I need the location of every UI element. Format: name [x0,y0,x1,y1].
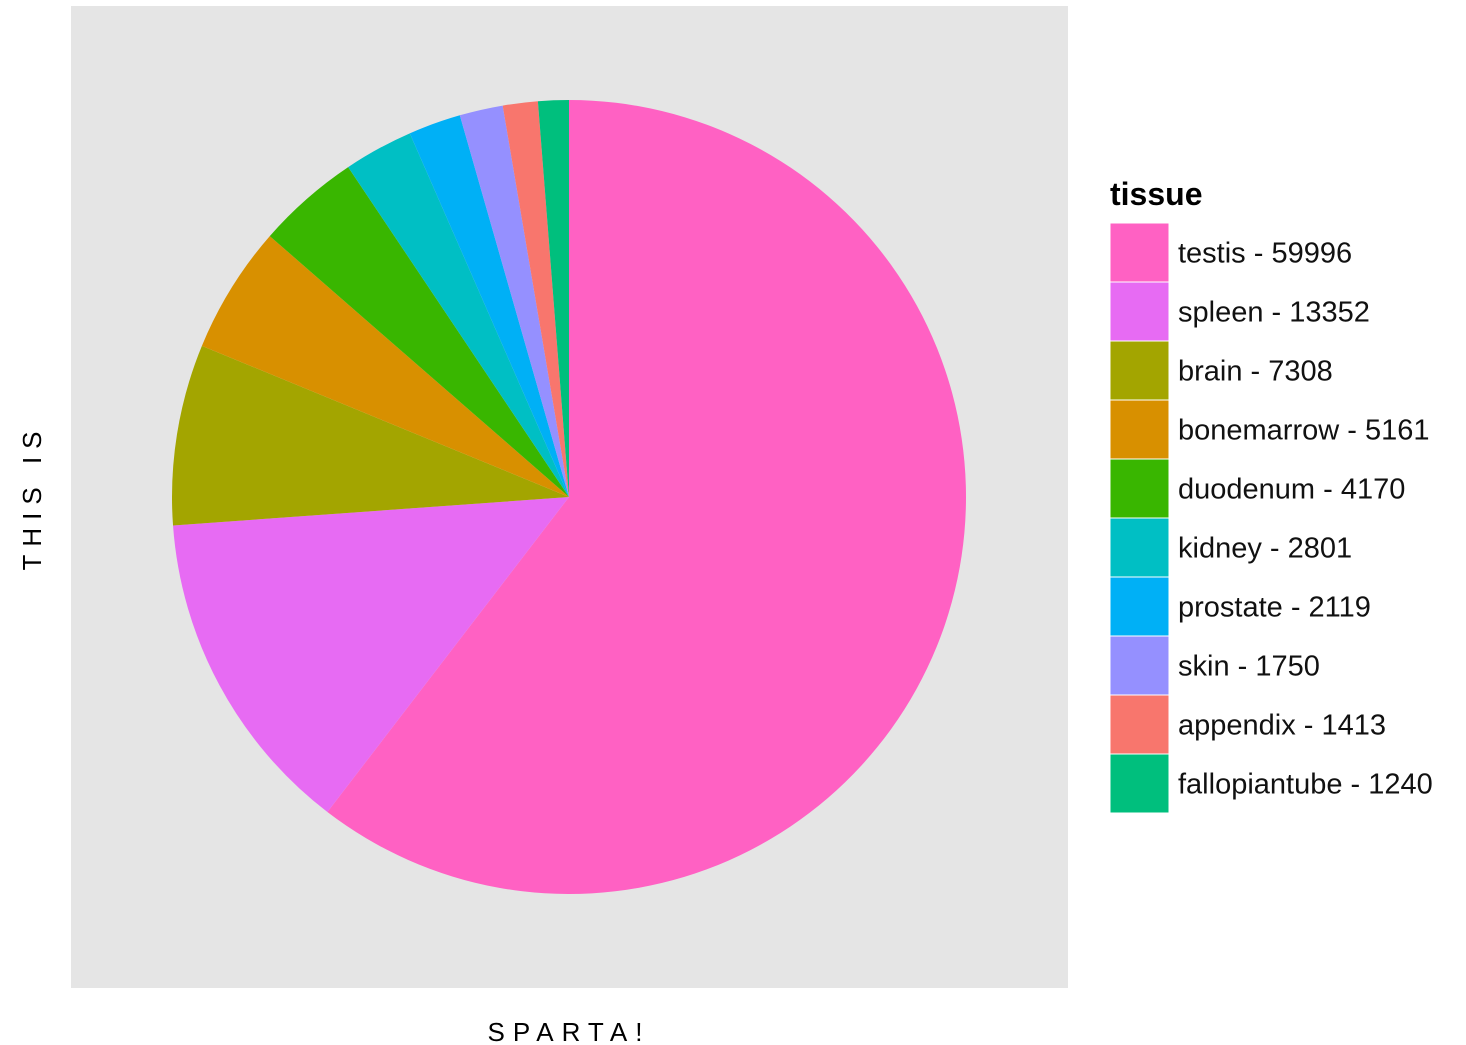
legend-key-brain [1109,340,1170,401]
pie-slice-bonemarrow [201,236,569,497]
legend-label-appendix: appendix - 1413 [1178,710,1386,742]
legend-label-brain: brain - 7308 [1178,356,1333,388]
legend-key-prostate [1109,576,1170,637]
pie-slice-fallopiantube [537,100,569,497]
pie-slice-prostate [409,115,569,498]
pie-slice-spleen [173,497,569,813]
x-axis-title: SPARTA! [488,1017,651,1045]
pie-slice-appendix [502,101,569,498]
legend-label-skin: skin - 1750 [1178,651,1320,683]
legend-key-appendix [1109,694,1170,755]
legend-label-testis: testis - 59996 [1178,238,1352,270]
legend-key-bonemarrow [1109,399,1170,460]
y-axis-title: THIS IS [17,423,47,570]
legend-key-skin [1109,635,1170,696]
pie-slice-kidney [348,133,569,497]
legend-label-duodenum: duodenum - 4170 [1178,474,1405,506]
pie-slices [171,100,967,895]
pie-slice-testis [327,100,967,895]
legend-label-spleen: spleen - 13352 [1178,297,1370,329]
legend-key-duodenum [1109,458,1170,519]
legend-key-fallopiantube [1109,753,1170,814]
legend-key-spleen [1109,281,1170,342]
pie-slice-skin [459,105,569,498]
legend-label-bonemarrow: bonemarrow - 5161 [1178,415,1429,447]
pie-slice-brain [171,345,569,526]
legend-key-kidney [1109,517,1170,578]
legend-key-testis [1109,222,1170,283]
legend-title: tissue [1110,176,1202,212]
legend-label-prostate: prostate - 2119 [1178,592,1371,624]
legend: tissue testis - 59996 spleen - 13352 brain… [1109,176,1433,814]
legend-label-fallopiantube: fallopiantube - 1240 [1178,769,1433,801]
pie-slice-duodenum [269,167,569,497]
legend-label-kidney: kidney - 2801 [1178,533,1352,565]
